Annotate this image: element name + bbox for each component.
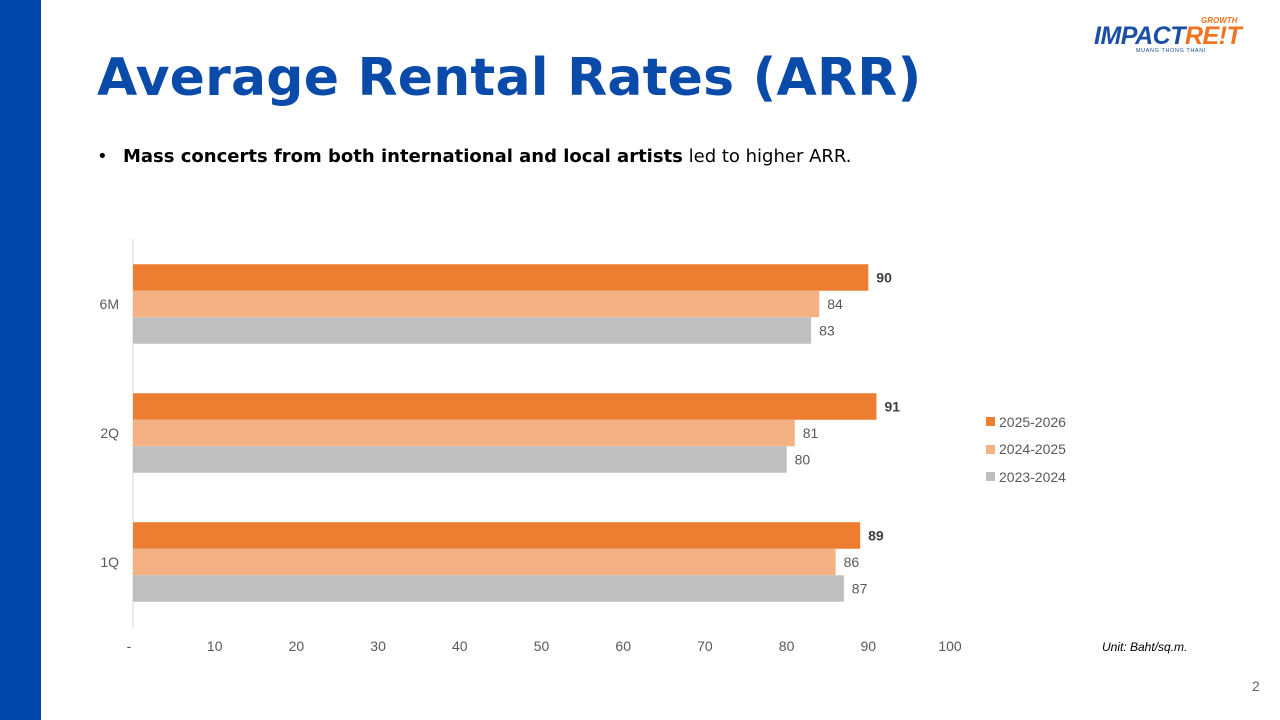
data-label-2q-2023-2024: 80	[795, 452, 811, 468]
bar-6m-2024-2025	[133, 290, 820, 318]
legend-item-2025-2026: 2025-2026	[986, 408, 1066, 436]
data-label-6m-2025-2026: 90	[876, 270, 892, 286]
x-tick-label-80: 80	[779, 638, 795, 654]
chart-legend: 2025-2026 2024-2025 2023-2024	[986, 408, 1066, 491]
unit-note: Unit: Baht/sq.m.	[1102, 640, 1188, 654]
x-tick-label-90: 90	[861, 638, 877, 654]
category-label-6m: 6M	[100, 296, 119, 312]
x-tick-label--: -	[127, 638, 132, 654]
data-label-1q-2024-2025: 86	[844, 554, 860, 570]
bar-1q-2025-2026	[133, 522, 861, 549]
x-tick-label-60: 60	[615, 638, 631, 654]
data-label-1q-2023-2024: 87	[852, 581, 868, 597]
legend-label: 2025-2026	[999, 413, 1066, 430]
logo-subtitle: MUANG THONG THANI	[1136, 48, 1206, 54]
bar-1q-2024-2025	[133, 548, 836, 576]
legend-swatch	[986, 472, 995, 482]
data-label-6m-2023-2024: 83	[819, 323, 835, 339]
bullet-rest-text: led to higher ARR.	[682, 146, 852, 167]
slide-title: Average Rental Rates (ARR)	[97, 48, 922, 108]
data-label-1q-2025-2026: 89	[868, 528, 884, 544]
bar-6m-2025-2026	[133, 264, 869, 291]
category-label-1q: 1Q	[100, 554, 119, 570]
company-logo: GROWTH IMPACTRE!T MUANG THONG THANI	[1094, 14, 1264, 54]
x-tick-label-50: 50	[534, 638, 550, 654]
bar-2q-2025-2026	[133, 393, 877, 420]
legend-swatch	[986, 417, 995, 427]
logo-wordmark: IMPACTRE!T	[1094, 22, 1242, 51]
x-tick-label-30: 30	[370, 638, 386, 654]
side-accent-bar	[0, 0, 41, 720]
x-tick-label-100: 100	[938, 638, 962, 654]
bar-6m-2023-2024	[133, 317, 812, 344]
logo-word-orange: RE!T	[1184, 22, 1242, 50]
x-tick-label-70: 70	[697, 638, 713, 654]
logo-growth-text: GROWTH	[1201, 16, 1238, 25]
page-number: 2	[1252, 678, 1260, 694]
bar-1q-2023-2024	[133, 575, 844, 602]
bullet-point: • Mass concerts from both international a…	[97, 146, 851, 167]
legend-label: 2024-2025	[999, 441, 1066, 458]
data-label-2q-2024-2025: 81	[803, 425, 819, 441]
bar-2q-2023-2024	[133, 446, 787, 473]
x-tick-label-40: 40	[452, 638, 468, 654]
legend-label: 2023-2024	[999, 468, 1066, 485]
data-label-6m-2024-2025: 84	[827, 296, 843, 312]
legend-item-2024-2025: 2024-2025	[986, 436, 1066, 464]
bullet-bold-text: Mass concerts from both international an…	[123, 146, 683, 167]
bullet-symbol: •	[97, 146, 108, 167]
x-tick-label-10: 10	[207, 638, 223, 654]
legend-item-2023-2024: 2023-2024	[986, 463, 1066, 491]
bar-2q-2024-2025	[133, 419, 795, 447]
legend-swatch	[986, 444, 995, 454]
logo-word-blue: IMPACT	[1094, 22, 1185, 50]
data-label-2q-2025-2026: 91	[884, 399, 900, 415]
x-tick-label-20: 20	[289, 638, 305, 654]
category-label-2q: 2Q	[100, 425, 119, 441]
